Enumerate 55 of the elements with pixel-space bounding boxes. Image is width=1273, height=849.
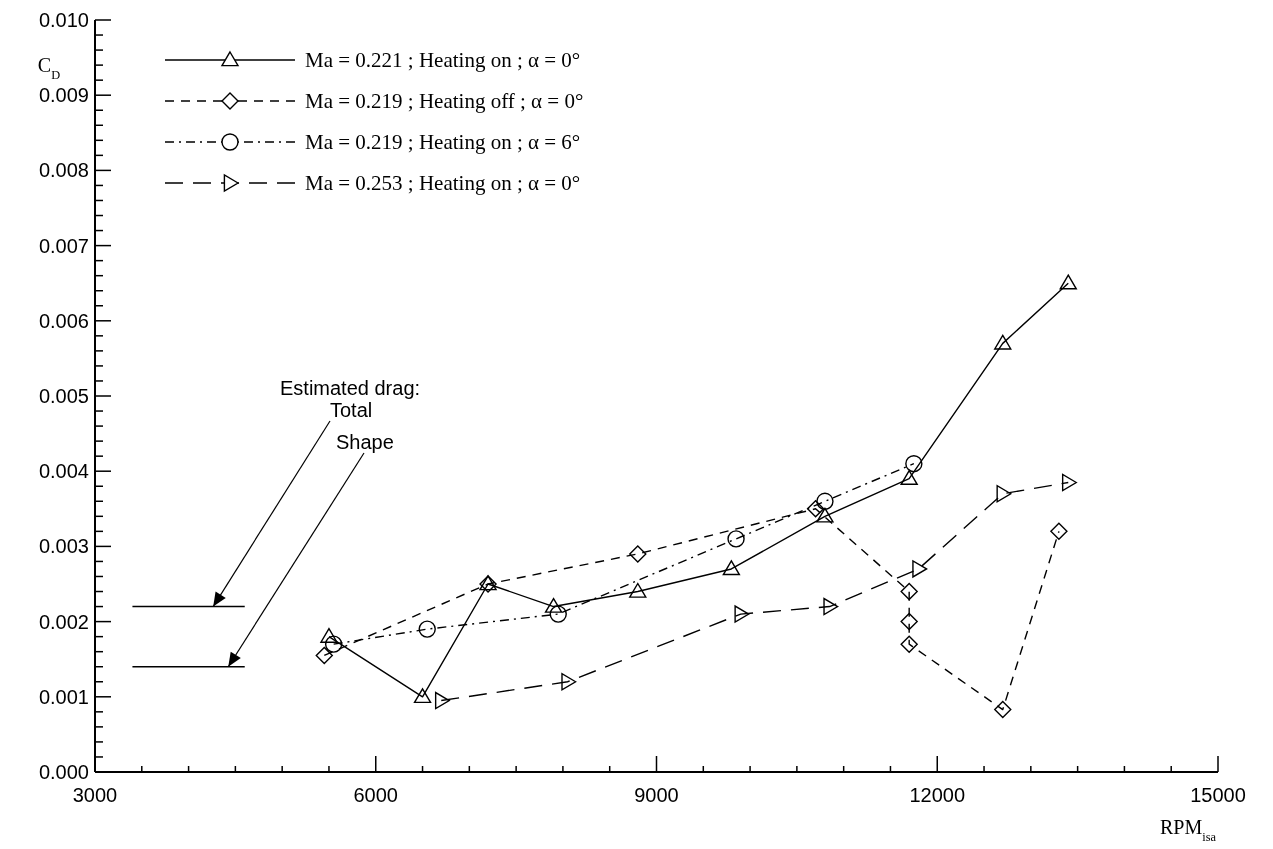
x-tick-label: 3000 xyxy=(72,784,118,806)
x-tick-label: 12000 xyxy=(909,784,966,806)
point xyxy=(900,582,918,601)
point xyxy=(561,673,577,691)
y-tick-label: 0.006 xyxy=(38,309,89,332)
point xyxy=(434,691,450,710)
point xyxy=(823,597,839,616)
annotation: Total xyxy=(330,399,373,421)
point xyxy=(324,635,343,653)
point xyxy=(994,700,1012,719)
y-tick-label: 0.001 xyxy=(38,685,89,708)
point xyxy=(418,620,436,638)
point xyxy=(413,688,432,704)
y-tick-label: 0.007 xyxy=(38,234,89,257)
point xyxy=(900,612,918,631)
point xyxy=(1059,274,1077,290)
y-axis-title: C$_{D}$ xyxy=(37,54,61,82)
point xyxy=(994,334,1012,350)
legend-label: Ma = 0.219 ; Heating off ; α = 0° xyxy=(305,89,584,113)
x-tick-label: 9000 xyxy=(634,784,679,806)
y-tick-label: 0.009 xyxy=(38,84,89,107)
x-tick-label: 15000 xyxy=(1190,784,1246,806)
point xyxy=(806,500,825,518)
point xyxy=(900,635,918,653)
point xyxy=(1050,522,1068,541)
y-tick-label: 0.002 xyxy=(38,610,89,633)
point xyxy=(900,470,918,486)
y-tick-label: 0.004 xyxy=(38,460,89,483)
point xyxy=(816,492,834,510)
point xyxy=(816,507,834,523)
point xyxy=(544,597,563,613)
point xyxy=(905,454,923,473)
y-tick-label: 0.005 xyxy=(38,385,89,407)
annotation: Shape xyxy=(336,431,394,453)
point xyxy=(629,582,647,598)
point xyxy=(629,545,647,563)
point xyxy=(734,605,750,623)
point xyxy=(1061,473,1077,492)
x-axis-title: RPM$_{isa}$ xyxy=(1159,816,1217,844)
point xyxy=(996,485,1012,503)
point xyxy=(912,560,928,578)
point xyxy=(549,605,567,623)
legend-label: Ma = 0.219 ; Heating on ; α = 6° xyxy=(305,130,581,154)
legend-label: Ma = 0.253 ; Heating on ; α = 0° xyxy=(305,171,581,195)
point xyxy=(315,646,333,665)
x-tick-label: 6000 xyxy=(353,784,398,806)
y-tick-label: 0.003 xyxy=(38,535,89,558)
point xyxy=(320,627,338,643)
legend-label: Ma = 0.221 ; Heating on ; α = 0° xyxy=(305,48,581,72)
y-tick-label: 0.000 xyxy=(38,761,89,783)
y-tick-label: 0.010 xyxy=(38,9,89,31)
annotation: Estimated drag: xyxy=(280,377,421,399)
point xyxy=(727,530,745,548)
y-tick-label: 0.008 xyxy=(38,159,89,182)
point xyxy=(722,560,741,576)
